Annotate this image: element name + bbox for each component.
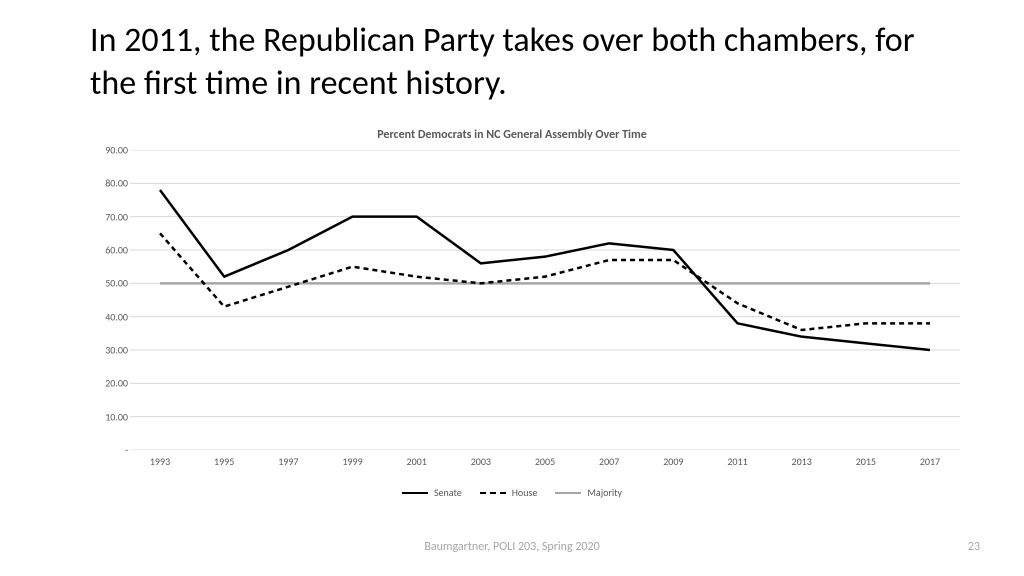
x-tick-label: 2015 [856, 455, 876, 468]
legend-label: House [512, 486, 538, 499]
chart-svg [130, 150, 960, 450]
x-tick-label: 2013 [792, 455, 812, 468]
y-tick-label: 90.00 [105, 144, 128, 157]
x-tick-label: 2007 [599, 455, 619, 468]
y-tick-label: 60.00 [105, 244, 128, 257]
legend: Senate House Majority [0, 486, 1024, 499]
y-tick-label: 30.00 [105, 344, 128, 357]
y-tick-label: 20.00 [105, 377, 128, 390]
chart-area: - 10.00 20.00 30.00 40.00 50.00 60.00 70.00 80.0… [90, 150, 960, 480]
x-tick-label: 1995 [214, 455, 234, 468]
chart-title: Percent Democrats in NC General Assembly… [0, 128, 1024, 142]
x-tick-label: 1999 [342, 455, 362, 468]
page-number: 23 [968, 540, 980, 554]
y-tick-label: 80.00 [105, 177, 128, 190]
y-tick-label: - [125, 444, 128, 457]
x-tick-label: 2005 [535, 455, 555, 468]
x-tick-label: 2003 [471, 455, 491, 468]
x-tick-label: 1997 [278, 455, 298, 468]
legend-swatch [480, 492, 506, 494]
y-tick-label: 50.00 [105, 277, 128, 290]
legend-label: Majority [587, 486, 622, 499]
footer-credit: Baumgartner, POLI 203, Spring 2020 [0, 540, 1024, 554]
x-axis: 1993 1995 1997 1999 2001 2003 2005 2007 2009 2011… [130, 455, 960, 475]
legend-swatch [555, 492, 581, 494]
series-senate [160, 190, 930, 350]
x-tick-label: 2009 [663, 455, 683, 468]
legend-item-majority: Majority [555, 486, 622, 499]
legend-label: Senate [434, 486, 462, 499]
x-tick-label: 2001 [407, 455, 427, 468]
x-tick-label: 2017 [920, 455, 940, 468]
x-tick-label: 2011 [727, 455, 747, 468]
y-axis: -10.0020.0030.0040.0050.0060.0070.0080.0… [90, 150, 128, 450]
y-tick-label: 40.00 [105, 310, 128, 323]
legend-item-house: House [480, 486, 538, 499]
slide-title: In 2011, the Republican Party takes over… [90, 20, 964, 105]
y-tick-label: 10.00 [105, 410, 128, 423]
y-tick-label: 70.00 [105, 210, 128, 223]
legend-item-senate: Senate [402, 486, 462, 499]
series-house [160, 233, 930, 330]
plot-area [130, 150, 960, 450]
legend-swatch [402, 492, 428, 494]
x-tick-label: 1993 [150, 455, 170, 468]
